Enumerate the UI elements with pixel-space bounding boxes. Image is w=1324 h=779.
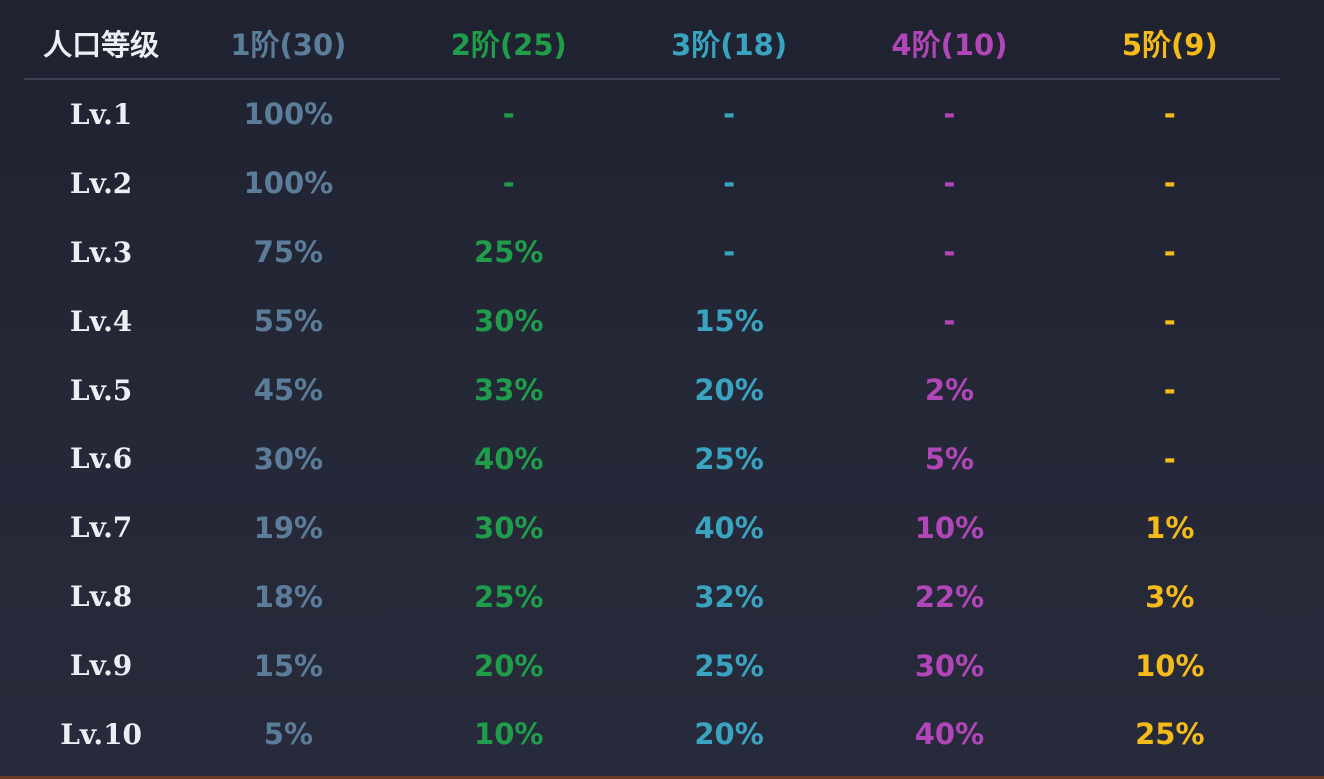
tier-1-cell: 100% [243,97,334,132]
tier-3-cell: 20% [694,717,764,752]
header-population-level: 人口等级 [24,8,179,80]
population-tier-table: 人口等级 1阶(30) 2阶(25) 3阶(18) 4阶(10) 5阶(9) L… [24,8,1280,769]
tier-1-cell: 19% [253,510,324,545]
tier-4-cell: - [943,97,956,132]
table-header: 人口等级 1阶(30) 2阶(25) 3阶(18) 4阶(10) 5阶(9) [24,8,1280,80]
tier-4-cell: 30% [914,648,985,683]
tier-2-cell: 30% [474,510,544,545]
level-cell: Lv.2 [69,166,133,200]
tier-4-cell: - [943,304,956,339]
tier-2-cell: - [502,97,515,132]
table-row: Lv.10 5% 10% 20% 40% 25% [24,700,1280,769]
header-tier-3: 3阶(18) [618,8,840,80]
tier-4-cell: 5% [924,441,975,476]
tier-3-cell: 32% [694,579,764,614]
tier-1-cell: 5% [263,717,314,752]
tier-4-cell: 2% [924,373,975,407]
level-cell: Lv.9 [69,649,133,683]
tier-5-cell: - [1163,97,1176,132]
level-cell: Lv.10 [60,717,143,751]
level-cell: Lv.6 [69,442,133,476]
tier-4-cell: - [943,166,956,201]
tier-2-cell: 25% [474,235,544,270]
header-tier-2: 2阶(25) [398,8,619,80]
tier-5-cell: 25% [1135,717,1205,752]
tier-5-cell: - [1163,373,1176,407]
tier-5-cell: 1% [1145,510,1195,545]
bottom-border [0,776,1324,779]
header-row: 人口等级 1阶(30) 2阶(25) 3阶(18) 4阶(10) 5阶(9) [24,8,1280,80]
tier-5-cell: 10% [1135,648,1205,683]
table-row: Lv.8 18% 25% 32% 22% 3% [24,562,1280,631]
tier-4-cell: 40% [914,717,985,752]
tier-1-cell: 18% [253,579,324,614]
table-row: Lv.9 15% 20% 25% 30% 10% [24,631,1280,700]
tier-3-cell: 40% [694,510,764,545]
tier-3-cell: 25% [694,648,764,683]
tier-3-cell: 25% [694,441,764,476]
tier-2-cell: 10% [474,717,544,752]
tier-4-cell: - [943,235,956,270]
tier-1-cell: 45% [253,373,324,407]
level-cell: Lv.8 [69,580,133,614]
table-row: Lv.4 55% 30% 15% - - [24,287,1280,356]
tier-5-cell: - [1163,166,1176,201]
header-tier-4: 4阶(10) [839,8,1060,80]
table-row: Lv.3 75% 25% - - - [24,218,1280,287]
tier-2-cell: - [502,166,515,201]
tier-3-cell: - [723,166,736,201]
header-tier-1: 1阶(30) [178,8,399,80]
tier-2-cell: 30% [474,304,544,339]
level-cell: Lv.7 [69,511,133,545]
tier-1-cell: 75% [253,235,324,270]
tier-5-cell: - [1163,441,1176,476]
tier-3-cell: 20% [694,373,764,407]
table-row: Lv.1 100% - - - - [24,79,1280,149]
tier-5-cell: - [1163,235,1176,270]
tier-2-cell: 20% [474,648,544,683]
tier-5-cell: 3% [1145,579,1195,614]
tier-4-cell: 10% [914,510,985,545]
tier-5-cell: - [1163,304,1176,339]
header-tier-5: 5阶(9) [1059,8,1280,80]
tier-1-cell: 30% [253,441,324,476]
table-row: Lv.2 100% - - - - [24,149,1280,218]
tier-4-cell: 22% [914,579,985,614]
table-row: Lv.7 19% 30% 40% 10% 1% [24,493,1280,562]
tier-2-cell: 25% [474,579,544,614]
tier-3-cell: - [723,97,736,132]
tier-2-cell: 40% [474,441,544,476]
tier-1-cell: 100% [243,166,334,201]
level-cell: Lv.3 [69,235,133,269]
tier-2-cell: 33% [474,373,544,407]
level-cell: Lv.5 [69,373,133,407]
level-cell: Lv.1 [69,97,133,131]
tier-1-cell: 55% [253,304,324,339]
tier-3-cell: - [723,235,736,270]
tier-3-cell: 15% [694,304,764,339]
tier-1-cell: 15% [253,648,324,683]
table-row: Lv.5 45% 33% 20% 2% - [24,356,1280,425]
table-row: Lv.6 30% 40% 25% 5% - [24,424,1280,493]
table-body: Lv.1 100% - - - - Lv.2 100% - - - - Lv.3… [24,79,1280,769]
level-cell: Lv.4 [69,304,133,338]
